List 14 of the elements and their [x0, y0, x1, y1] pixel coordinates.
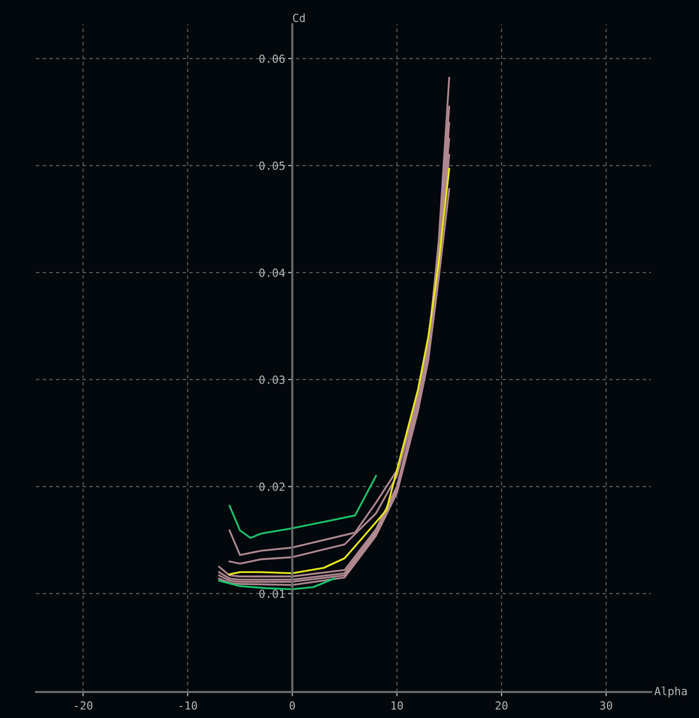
x-tick-label: 0 [290, 701, 295, 710]
x-tick-label: 20 [496, 701, 508, 710]
y-tick-label: 0.02 [259, 482, 284, 491]
y-tick-label: 0.03 [259, 376, 285, 384]
x-tick-label: 10 [392, 701, 403, 710]
y-tick-label: 0.05 [259, 162, 284, 170]
y-axis-title: Cd [293, 14, 305, 22]
y-tick-label: 0.04 [259, 268, 285, 277]
x-tick-label: -20 [74, 701, 92, 710]
y-tick-label: 0.01 [259, 590, 285, 598]
x-tick-label: -10 [180, 701, 197, 710]
x-tick-label: 30 [600, 701, 612, 710]
x-axis-title: Alpha [654, 686, 687, 698]
y-tick-label: 0.06 [259, 54, 285, 63]
